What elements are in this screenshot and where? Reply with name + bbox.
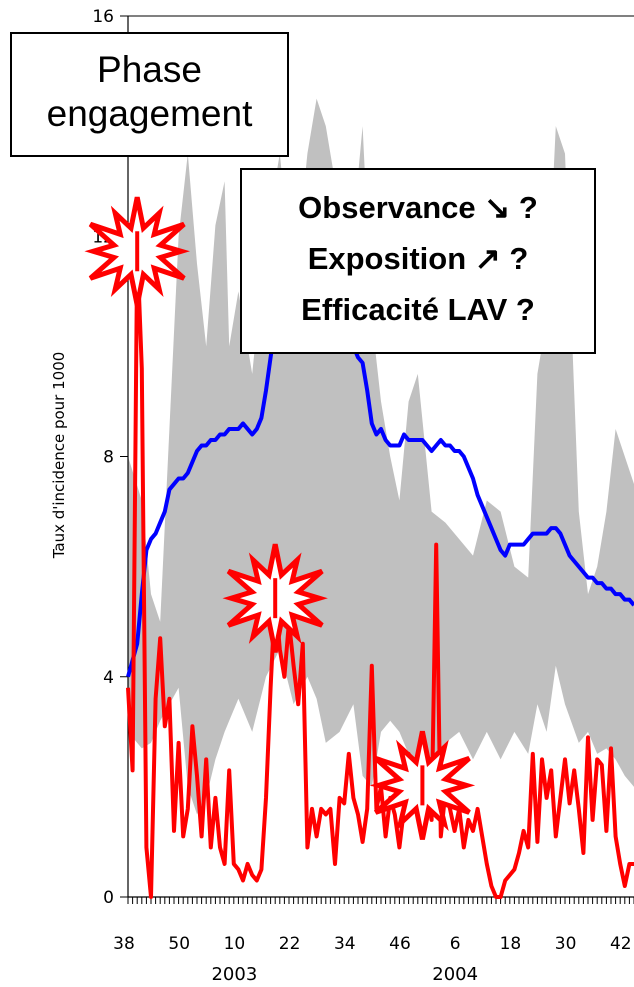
x-tick-label: 34 — [334, 934, 356, 954]
x-tick-label: 30 — [555, 934, 577, 954]
question-observance: Observance ↘ ? — [298, 190, 538, 225]
tick-labels: 0481216385010223446618304220032004 — [92, 7, 631, 985]
x-tick-label: 50 — [168, 934, 190, 954]
x-tick-label: 6 — [450, 934, 461, 954]
phase-label-box: Phase engagement — [10, 32, 289, 157]
y-axis-label: Taux d'incidence pour 1000 — [50, 352, 68, 560]
y-tick-label: 16 — [92, 7, 114, 27]
bursts — [84, 196, 476, 840]
y-tick-label: 8 — [103, 448, 114, 468]
x-minor-ticks — [127, 897, 634, 904]
x-tick-label: 46 — [389, 934, 411, 954]
x-tick-label: 18 — [500, 934, 522, 954]
phase-label-line-2: engagement — [46, 93, 253, 134]
year-label: 2003 — [211, 964, 257, 985]
question-exposition: Exposition ↗ ? — [307, 241, 529, 276]
question-efficacite: Efficacité LAV ? — [301, 292, 535, 327]
series-line-blue — [126, 289, 634, 678]
question-box: Observance ↘ ? Exposition ↗ ? Efficacité… — [240, 168, 596, 354]
x-tick-label: 22 — [279, 934, 301, 954]
x-tick-label: 42 — [610, 934, 632, 954]
year-label: 2004 — [432, 964, 478, 985]
y-tick-label: 4 — [103, 668, 114, 688]
phase-label-line-1: Phase — [97, 49, 202, 90]
x-tick-label: 10 — [224, 934, 246, 954]
x-tick-label: 38 — [113, 934, 135, 954]
y-tick-label: 0 — [103, 888, 114, 908]
